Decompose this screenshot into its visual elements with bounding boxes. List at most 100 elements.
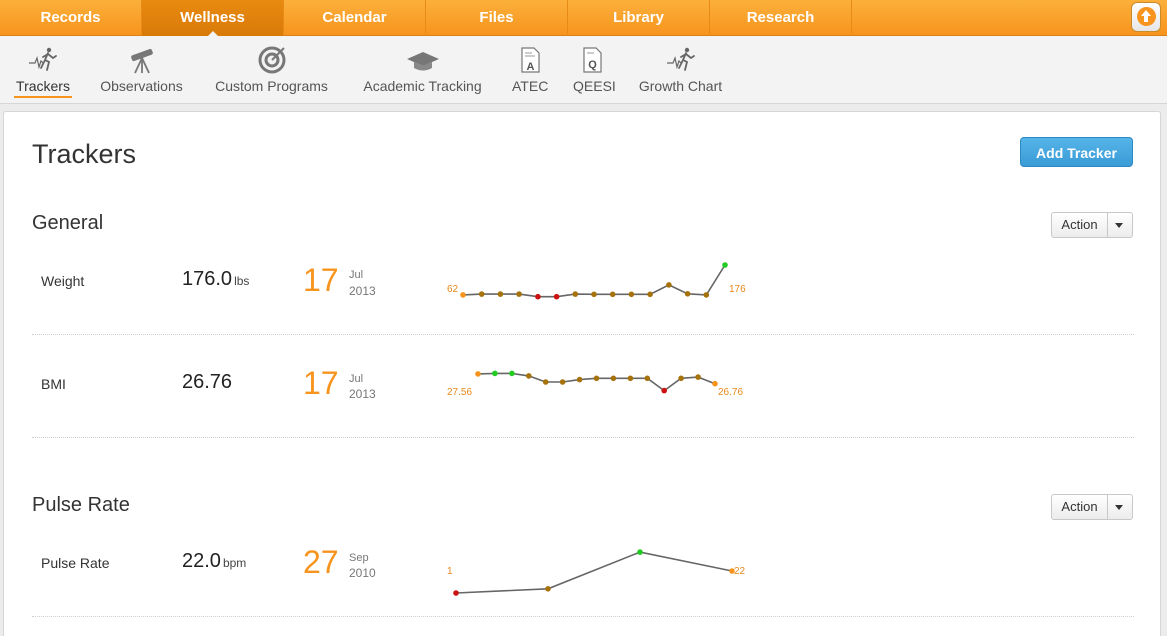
chevron-down-icon	[1115, 505, 1123, 510]
sparkline-point	[545, 586, 551, 592]
row-divider	[32, 437, 1134, 438]
page-title: Trackers	[32, 139, 137, 169]
subnav-item-trackers[interactable]: Trackers	[14, 36, 72, 104]
graduation-cap-icon	[406, 52, 439, 71]
tracker-value-pulse-rate: 22.0 bpm	[182, 550, 246, 573]
add-tracker-button[interactable]: Add Tracker	[1020, 137, 1133, 167]
sparkline-line	[455, 551, 733, 594]
scroll-up-button[interactable]	[1131, 2, 1161, 32]
subnav-label: Growth Chart	[638, 78, 723, 94]
sparkline-point	[684, 291, 691, 297]
weight-sparkline[interactable]	[459, 260, 729, 302]
tab-library[interactable]: Library	[568, 0, 710, 36]
sparkline-point	[647, 291, 653, 298]
general-action-dropdown[interactable]: Action	[1051, 212, 1133, 238]
sparkline-point	[610, 375, 617, 382]
sparkline-point	[492, 370, 498, 377]
subnav-label: QEESI	[573, 78, 616, 94]
tracker-label-pulse-rate[interactable]: Pulse Rate	[41, 555, 110, 571]
sparkline-point	[526, 373, 532, 379]
tracker-label-bmi[interactable]: BMI	[41, 376, 66, 392]
sparkline-point	[576, 376, 583, 383]
subnav-item-observations[interactable]: Observations	[97, 36, 186, 104]
sparkline-point	[609, 291, 616, 298]
bmi-sparkline[interactable]	[474, 367, 719, 397]
sparkline-point	[478, 291, 485, 297]
sparkline-point	[637, 549, 643, 555]
subnav-item-custom-programs[interactable]: Custom Programs	[211, 36, 332, 104]
sub-nav: Trackers Observations Custom Programs Ac…	[0, 36, 1167, 104]
sparkline-point	[644, 375, 651, 382]
value-number: 22.0	[182, 550, 221, 572]
sparkline-point	[627, 375, 634, 382]
value-number: 176.0	[182, 268, 233, 290]
tracker-date-month: Sep	[349, 552, 369, 564]
tab-files[interactable]: Files	[426, 0, 568, 36]
tab-wellness[interactable]: Wellness	[142, 0, 284, 37]
row-divider	[32, 334, 1134, 335]
tab-records[interactable]: Records	[0, 0, 142, 36]
sparkline-point	[572, 291, 579, 297]
sparkline-first-label: 62	[447, 284, 459, 295]
sparkline-point	[678, 375, 684, 382]
sparkline-last-label: 22	[734, 566, 746, 577]
subnav-item-qeesi[interactable]: Q QEESI	[573, 36, 616, 104]
subnav-label: Observations	[100, 78, 183, 94]
sparkline-point	[729, 568, 735, 574]
tab-research[interactable]: Research	[710, 0, 852, 36]
trackers-panel: Trackers Add Tracker General Action Weig…	[3, 111, 1161, 636]
arrow-up-icon	[1137, 7, 1156, 26]
subnav-label: ATEC	[512, 78, 549, 94]
tracker-date-day: 17	[303, 262, 339, 298]
tracker-date-year: 2013	[349, 284, 376, 298]
subnav-label: Academic Tracking	[363, 78, 482, 94]
tab-calendar[interactable]: Calendar	[284, 0, 426, 36]
value-number: 26.76	[182, 371, 233, 393]
sparkline-last-label: 26.76	[718, 387, 744, 398]
sparkline-point	[559, 379, 566, 385]
subnav-item-growth-chart[interactable]: Growth Chart	[635, 36, 726, 104]
section-title-pulse-rate: Pulse Rate	[32, 494, 130, 516]
subnav-item-atec[interactable]: A ATEC	[512, 36, 548, 104]
sparkline-point	[475, 371, 481, 377]
tracker-date-year: 2013	[349, 387, 376, 401]
subnav-item-academic-tracking[interactable]: Academic Tracking	[358, 36, 487, 104]
sparkline-last-label: 176	[729, 284, 746, 295]
sparkline-point	[497, 291, 504, 297]
sparkline-point	[591, 291, 597, 298]
sparkline-point	[722, 262, 728, 268]
row-divider	[32, 616, 1134, 617]
pulse-action-dropdown[interactable]: Action	[1051, 494, 1133, 520]
svg-text:A: A	[527, 61, 535, 73]
sparkline-point	[509, 370, 515, 377]
runner-heartbeat-icon	[666, 47, 695, 71]
sparkline-point	[712, 380, 718, 387]
sparkline-point	[628, 291, 635, 298]
tracker-date-day: 27	[303, 544, 339, 580]
sparkline-point	[535, 293, 541, 300]
value-unit: bpm	[222, 556, 247, 570]
sparkline-point	[460, 292, 466, 298]
sparkline-point	[542, 379, 549, 385]
sparkline-point	[661, 387, 667, 394]
runner-heartbeat-icon	[29, 47, 57, 71]
tracker-value-bmi: 26.76	[182, 371, 234, 394]
action-label: Action	[1052, 213, 1108, 237]
sparkline-point	[593, 375, 600, 382]
tracker-date-month: Jul	[349, 373, 364, 385]
sparkline-first-label: 1	[447, 566, 453, 577]
sparkline-point	[453, 590, 459, 596]
sparkline-point	[553, 293, 560, 300]
chevron-down-icon	[1115, 223, 1123, 228]
sparkline-point	[666, 282, 672, 288]
document-a-icon: A	[521, 47, 540, 73]
pulse-sparkline[interactable]	[452, 546, 736, 598]
subnav-label: Custom Programs	[215, 78, 328, 94]
tracker-date-day: 17	[303, 365, 339, 401]
sparkline-point	[703, 292, 710, 298]
action-label: Action	[1052, 495, 1108, 519]
tracker-label-weight[interactable]: Weight	[41, 273, 85, 289]
svg-text:Q: Q	[588, 59, 597, 71]
top-nav: Records Wellness Calendar Files Library …	[0, 0, 1167, 37]
subnav-label: Trackers	[14, 78, 72, 98]
